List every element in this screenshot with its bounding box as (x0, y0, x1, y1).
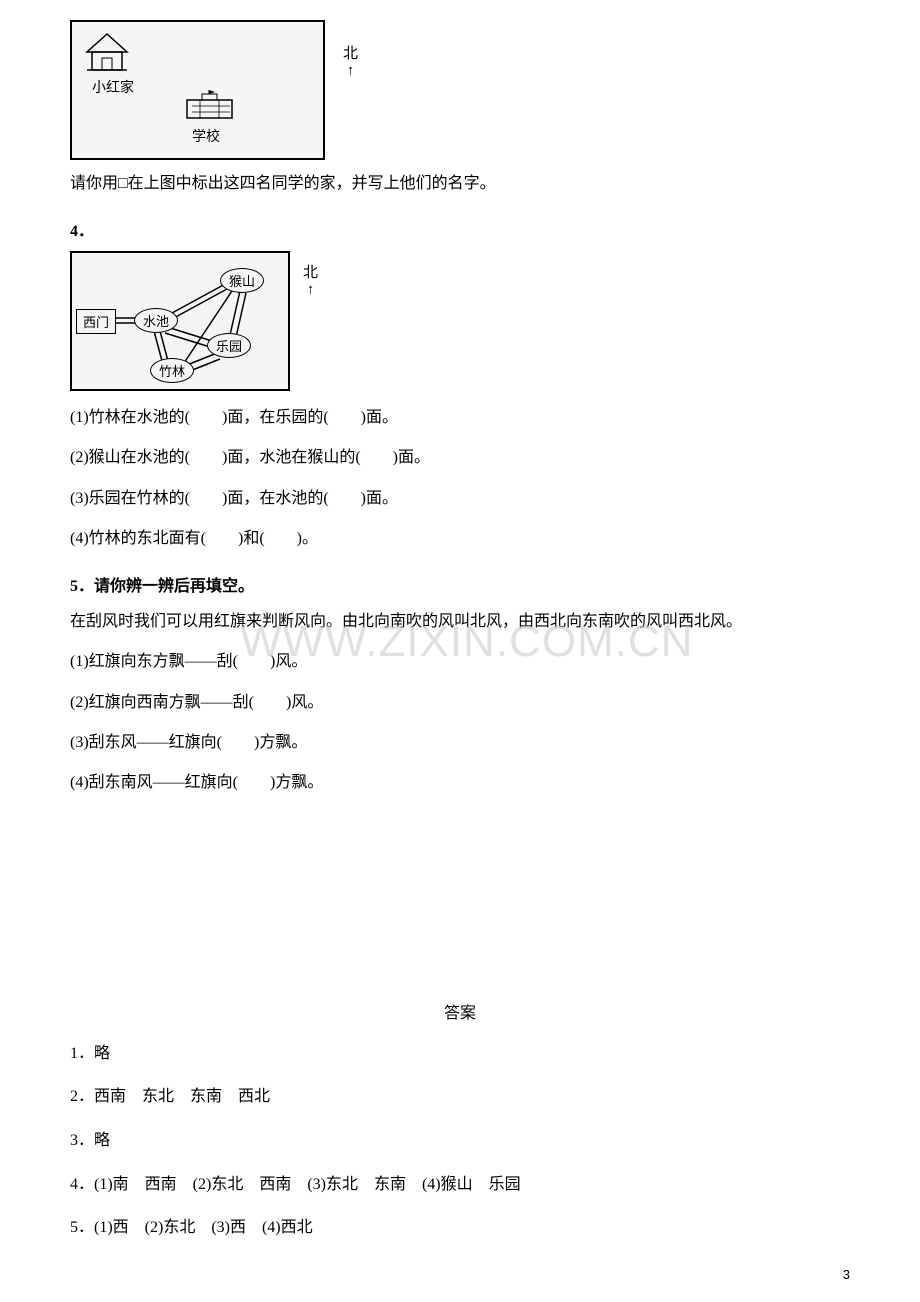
q5-title: 5．请你辨一辨后再填空。 (70, 572, 850, 596)
answer-5: 5．(1)西 (2)东北 (3)西 (4)西北 (70, 1215, 850, 1241)
node-monkey: 猴山 (220, 268, 264, 293)
north-indicator-1: 北 ↑ (343, 42, 358, 80)
north-text-2: 北 (303, 265, 318, 281)
house-icon (82, 32, 132, 72)
answer-3: 3．略 (70, 1128, 850, 1154)
node-park: 乐园 (207, 333, 251, 358)
north-arrow-icon: ↑ (343, 63, 358, 80)
q4-sub1: (1)竹林在水池的( )面，在乐园的( )面。 (70, 403, 850, 433)
q5-sub3: (3)刮东风——红旗向( )方飘。 (70, 728, 850, 758)
school-icon (182, 90, 237, 120)
q4-sub3: (3)乐园在竹林的( )面，在水池的( )面。 (70, 484, 850, 514)
q5-sub2: (2)红旗向西南方飘——刮( )风。 (70, 688, 850, 718)
north-text: 北 (343, 46, 358, 62)
answer-2: 2．西南 东北 东南 西北 (70, 1084, 850, 1110)
q4-sub4: (4)竹林的东北面有( )和( )。 (70, 524, 850, 554)
node-west-gate: 西门 (76, 309, 116, 334)
school-label: 学校 (192, 126, 220, 146)
watermark-text: WWW.ZIXIN.COM.CN (240, 617, 694, 667)
diagram-xiaohong-home: 小红家 学校 北 ↑ (70, 20, 325, 160)
answer-title: 答案 (70, 999, 850, 1023)
node-bamboo: 竹林 (150, 358, 194, 383)
diagram-park-map: 西门 水池 猴山 乐园 竹林 北 ↑ (70, 251, 290, 391)
q3-instruction: 请你用□在上图中标出这四名同学的家，并写上他们的名字。 (70, 170, 850, 199)
answer-1: 1．略 (70, 1041, 850, 1067)
north-indicator-2: 北 ↑ (303, 261, 318, 299)
north-arrow-icon-2: ↑ (303, 282, 318, 299)
node-pool: 水池 (134, 308, 178, 333)
page-number: 3 (843, 1267, 850, 1282)
house-label: 小红家 (92, 77, 134, 97)
q4-number: 4． (70, 217, 850, 241)
answer-4: 4．(1)南 西南 (2)东北 西南 (3)东北 东南 (4)猴山 乐园 (70, 1172, 850, 1198)
q4-sub2: (2)猴山在水池的( )面，水池在猴山的( )面。 (70, 443, 850, 473)
q5-sub4: (4)刮东南风——红旗向( )方飘。 (70, 768, 850, 798)
